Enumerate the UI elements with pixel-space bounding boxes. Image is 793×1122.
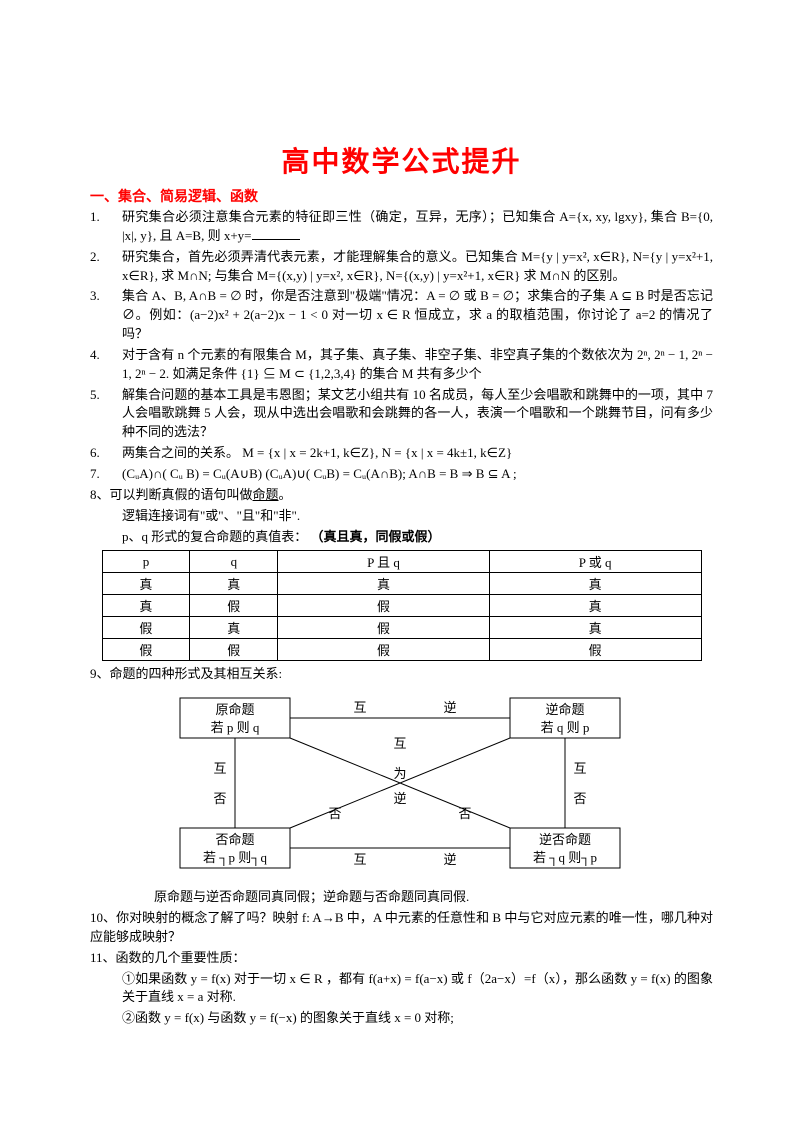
item-body: 解集合问题的基本工具是韦恩图；某文艺小组共有 10 名成员，每人至少会唱歌和跳舞… (122, 386, 713, 443)
item-9-head: 9、命题的四种形式及其相互关系: (90, 665, 713, 684)
th: P 或 q (489, 551, 701, 573)
item-body: 研究集合必须注意集合元素的特征即三性（确定，互异，无序）；已知集合 A={x, … (122, 208, 713, 246)
item-number: 2. (90, 248, 122, 286)
svg-text:为: 为 (393, 766, 406, 781)
table-header-row: p q P 且 q P 或 q (102, 551, 701, 573)
svg-text:若 p 则 q: 若 p 则 q (211, 720, 260, 735)
blank-underline (252, 227, 300, 240)
item-number: 3. (90, 287, 122, 344)
table-row: 真假假真 (102, 595, 701, 617)
svg-text:互: 互 (573, 761, 586, 776)
item-8-line1: 8、可以判断真假的语句叫做命题。 (90, 486, 713, 505)
box-negation: 否命题 若 ┐p 则┐q (180, 828, 290, 868)
item-8-line2: 逻辑连接词有"或"、"且"和"非". (122, 507, 713, 526)
item-body: 集合 A、B, A∩B = ∅ 时，你是否注意到"极端"情况：A = ∅ 或 B… (122, 287, 713, 344)
item-body: (CᵤA)∩( Cᵤ B) = Cᵤ(A∪B) (CᵤA)∪( CᵤB) = C… (122, 465, 713, 484)
th: q (190, 551, 278, 573)
post-9-note: 原命题与逆否命题同真同假；逆命题与否命题同真同假. (154, 888, 713, 907)
box-contrapositive: 逆否命题 若 ┐q 则┐p (510, 828, 620, 868)
proposition-diagram: 原命题 若 p 则 q 逆命题 若 q 则 p 否命题 若 ┐p 则┐q 逆否命… (150, 688, 713, 882)
table-row: 假真假真 (102, 617, 701, 639)
list-item: 6. 两集合之间的关系。 M = {x | x = 2k+1, k∈Z}, N … (90, 444, 713, 463)
svg-text:否: 否 (458, 806, 471, 821)
item-11-head: 11、函数的几个重要性质： (90, 949, 713, 968)
svg-text:互: 互 (213, 761, 226, 776)
svg-text:逆否命题: 逆否命题 (539, 832, 591, 847)
item-number: 4. (90, 346, 122, 384)
item-number: 1. (90, 208, 122, 246)
svg-text:若 ┐p 则┐q: 若 ┐p 则┐q (203, 850, 267, 867)
svg-text:互: 互 (353, 700, 366, 715)
page: 高中数学公式提升 一、集合、简易逻辑、函数 1. 研究集合必须注意集合元素的特征… (0, 0, 793, 1070)
box-original: 原命题 若 p 则 q (180, 698, 290, 738)
truth-table: p q P 且 q P 或 q 真真真真 真假假真 假真假真 假假假假 (102, 550, 702, 661)
page-title: 高中数学公式提升 (90, 140, 713, 180)
list-item: 2. 研究集合，首先必须弄清代表元素，才能理解集合的意义。已知集合 M={y |… (90, 248, 713, 286)
item-number: 7. (90, 465, 122, 484)
svg-text:互: 互 (353, 852, 366, 867)
svg-text:互: 互 (393, 736, 406, 751)
svg-text:否命题: 否命题 (215, 832, 254, 847)
svg-text:若 q 则 p: 若 q 则 p (541, 720, 590, 735)
th: p (102, 551, 190, 573)
svg-text:原命题: 原命题 (215, 702, 254, 717)
item-body: 对于含有 n 个元素的有限集合 M，其子集、真子集、非空子集、非空真子集的个数依… (122, 346, 713, 384)
svg-text:逆: 逆 (393, 791, 406, 806)
box-converse: 逆命题 若 q 则 p (510, 698, 620, 738)
svg-text:否: 否 (573, 791, 586, 806)
svg-text:否: 否 (213, 791, 226, 806)
item-body: 研究集合，首先必须弄清代表元素，才能理解集合的意义。已知集合 M={y | y=… (122, 248, 713, 286)
svg-text:逆: 逆 (443, 700, 456, 715)
item-10: 10、你对映射的概念了解了吗？映射 f: A→B 中，A 中元素的任意性和 B … (90, 909, 713, 947)
underlined-term: 命题 (253, 487, 279, 502)
table-row: 假假假假 (102, 639, 701, 661)
bold-note: （真且真，同假或假） (311, 529, 441, 544)
list-item: 4. 对于含有 n 个元素的有限集合 M，其子集、真子集、非空子集、非空真子集的… (90, 346, 713, 384)
th: P 且 q (278, 551, 490, 573)
item-number: 5. (90, 386, 122, 443)
item-list: 1. 研究集合必须注意集合元素的特征即三性（确定，互异，无序）；已知集合 A={… (90, 208, 713, 484)
item-11-sub2: ②函数 y = f(x) 与函数 y = f(−x) 的图象关于直线 x = 0… (122, 1009, 713, 1028)
item-11-sub1: ①如果函数 y = f(x) 对于一切 x ∈ R ，都有 f(a+x) = f… (122, 970, 713, 1008)
list-item: 5. 解集合问题的基本工具是韦恩图；某文艺小组共有 10 名成员，每人至少会唱歌… (90, 386, 713, 443)
svg-text:否: 否 (328, 806, 341, 821)
item-number: 6. (90, 444, 122, 463)
diagram-svg: 原命题 若 p 则 q 逆命题 若 q 则 p 否命题 若 ┐p 则┐q 逆否命… (150, 688, 650, 878)
item-body: 两集合之间的关系。 M = {x | x = 2k+1, k∈Z}, N = {… (122, 444, 713, 463)
svg-text:逆命题: 逆命题 (545, 702, 584, 717)
svg-text:逆: 逆 (443, 852, 456, 867)
section-heading: 一、集合、简易逻辑、函数 (90, 186, 713, 206)
list-item: 3. 集合 A、B, A∩B = ∅ 时，你是否注意到"极端"情况：A = ∅ … (90, 287, 713, 344)
list-item: 1. 研究集合必须注意集合元素的特征即三性（确定，互异，无序）；已知集合 A={… (90, 208, 713, 246)
item-8-line3: p、q 形式的复合命题的真值表： （真且真，同假或假） (122, 528, 713, 547)
table-row: 真真真真 (102, 573, 701, 595)
list-item: 7. (CᵤA)∩( Cᵤ B) = Cᵤ(A∪B) (CᵤA)∪( CᵤB) … (90, 465, 713, 484)
svg-text:若 ┐q 则┐p: 若 ┐q 则┐p (533, 850, 597, 867)
